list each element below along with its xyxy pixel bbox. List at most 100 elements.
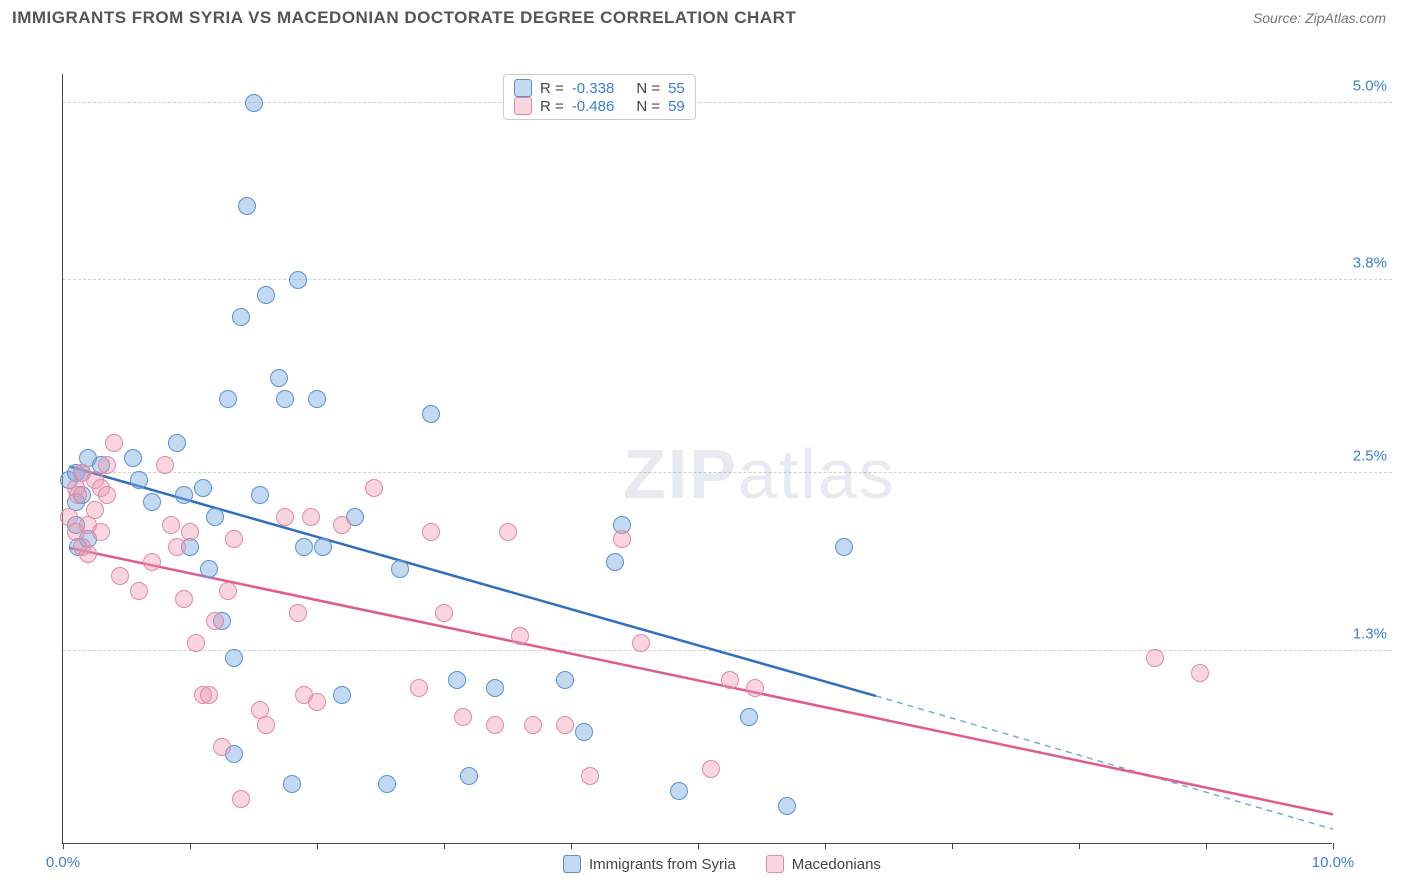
data-point-syria xyxy=(486,679,504,697)
data-point-macedonia xyxy=(365,479,383,497)
data-point-macedonia xyxy=(257,716,275,734)
data-point-macedonia xyxy=(200,686,218,704)
data-point-macedonia xyxy=(511,627,529,645)
legend-swatch-icon xyxy=(766,855,784,873)
data-point-macedonia xyxy=(524,716,542,734)
stat-label-n: N = xyxy=(636,80,660,97)
data-point-macedonia xyxy=(181,523,199,541)
data-point-syria xyxy=(295,538,313,556)
watermark: ZIPatlas xyxy=(623,434,896,514)
x-axis-tick xyxy=(1079,843,1080,849)
data-point-macedonia xyxy=(206,612,224,630)
data-point-macedonia xyxy=(1191,664,1209,682)
data-point-macedonia xyxy=(746,679,764,697)
data-point-macedonia xyxy=(613,530,631,548)
source-name: ZipAtlas.com xyxy=(1305,10,1386,26)
data-point-syria xyxy=(778,797,796,815)
data-point-syria xyxy=(232,308,250,326)
data-point-syria xyxy=(257,286,275,304)
data-point-macedonia xyxy=(69,486,87,504)
x-axis-tick xyxy=(952,843,953,849)
data-point-macedonia xyxy=(232,790,250,808)
data-point-macedonia xyxy=(86,501,104,519)
data-point-macedonia xyxy=(219,582,237,600)
data-point-syria xyxy=(251,486,269,504)
data-point-macedonia xyxy=(721,671,739,689)
legend-item-macedonia: Macedonians xyxy=(766,855,881,873)
data-point-syria xyxy=(206,508,224,526)
x-axis-tick xyxy=(825,843,826,849)
data-point-macedonia xyxy=(556,716,574,734)
data-point-macedonia xyxy=(499,523,517,541)
legend-swatch-icon xyxy=(514,79,532,97)
stat-value-n: 59 xyxy=(668,98,685,115)
source-prefix: Source: xyxy=(1253,10,1305,26)
data-point-macedonia xyxy=(92,523,110,541)
stats-row-syria: R = -0.338N = 55 xyxy=(514,79,685,97)
data-point-macedonia xyxy=(702,760,720,778)
grid-line xyxy=(63,472,1392,473)
data-point-macedonia xyxy=(308,693,326,711)
data-point-syria xyxy=(276,390,294,408)
data-point-macedonia xyxy=(276,508,294,526)
data-point-syria xyxy=(448,671,466,689)
x-axis-tick xyxy=(1333,843,1334,849)
data-point-macedonia xyxy=(175,590,193,608)
stat-label-r: R = xyxy=(540,98,564,115)
data-point-syria xyxy=(670,782,688,800)
plot-area: 1.3%2.5%3.8%5.0%0.0%10.0%ZIPatlasR = -0.… xyxy=(62,74,1332,844)
data-point-syria xyxy=(308,390,326,408)
data-point-macedonia xyxy=(632,634,650,652)
series-legend: Immigrants from Syria Macedonians xyxy=(563,855,881,873)
data-point-macedonia xyxy=(581,767,599,785)
data-point-macedonia xyxy=(435,604,453,622)
x-axis-tick xyxy=(190,843,191,849)
data-point-syria xyxy=(245,94,263,112)
data-point-syria xyxy=(124,449,142,467)
data-point-syria xyxy=(606,553,624,571)
legend-label: Macedonians xyxy=(792,856,881,873)
legend-label: Immigrants from Syria xyxy=(589,856,736,873)
data-point-syria xyxy=(219,390,237,408)
x-axis-tick xyxy=(698,843,699,849)
data-point-macedonia xyxy=(225,530,243,548)
legend-swatch-icon xyxy=(514,97,532,115)
data-point-macedonia xyxy=(289,604,307,622)
chart-header: IMMIGRANTS FROM SYRIA VS MACEDONIAN DOCT… xyxy=(0,0,1406,32)
data-point-syria xyxy=(270,369,288,387)
data-point-syria xyxy=(740,708,758,726)
x-axis-tick-label: 10.0% xyxy=(1312,854,1355,871)
data-point-syria xyxy=(314,538,332,556)
data-point-macedonia xyxy=(213,738,231,756)
data-point-syria xyxy=(556,671,574,689)
legend-item-syria: Immigrants from Syria xyxy=(563,855,736,873)
y-axis-tick-label: 2.5% xyxy=(1353,447,1387,464)
x-axis-tick xyxy=(444,843,445,849)
stat-value-n: 55 xyxy=(668,80,685,97)
stat-label-n: N = xyxy=(636,98,660,115)
data-point-syria xyxy=(283,775,301,793)
data-point-syria xyxy=(200,560,218,578)
data-point-macedonia xyxy=(111,567,129,585)
data-point-syria xyxy=(422,405,440,423)
data-point-syria xyxy=(130,471,148,489)
correlation-stats-legend: R = -0.338N = 55R = -0.486 N = 59 xyxy=(503,74,696,120)
data-point-syria xyxy=(835,538,853,556)
y-axis-tick-label: 3.8% xyxy=(1353,255,1387,272)
data-point-syria xyxy=(378,775,396,793)
data-point-macedonia xyxy=(333,516,351,534)
data-point-macedonia xyxy=(79,545,97,563)
data-point-macedonia xyxy=(143,553,161,571)
stat-value-r: -0.486 xyxy=(572,98,615,115)
source-attribution: Source: ZipAtlas.com xyxy=(1253,10,1386,26)
stats-row-macedonia: R = -0.486 N = 59 xyxy=(514,97,685,115)
data-point-syria xyxy=(289,271,307,289)
data-point-syria xyxy=(391,560,409,578)
data-point-macedonia xyxy=(187,634,205,652)
grid-line xyxy=(63,650,1392,651)
data-point-macedonia xyxy=(486,716,504,734)
data-point-macedonia xyxy=(454,708,472,726)
data-point-syria xyxy=(175,486,193,504)
y-axis-tick-label: 1.3% xyxy=(1353,625,1387,642)
x-axis-tick xyxy=(1206,843,1207,849)
